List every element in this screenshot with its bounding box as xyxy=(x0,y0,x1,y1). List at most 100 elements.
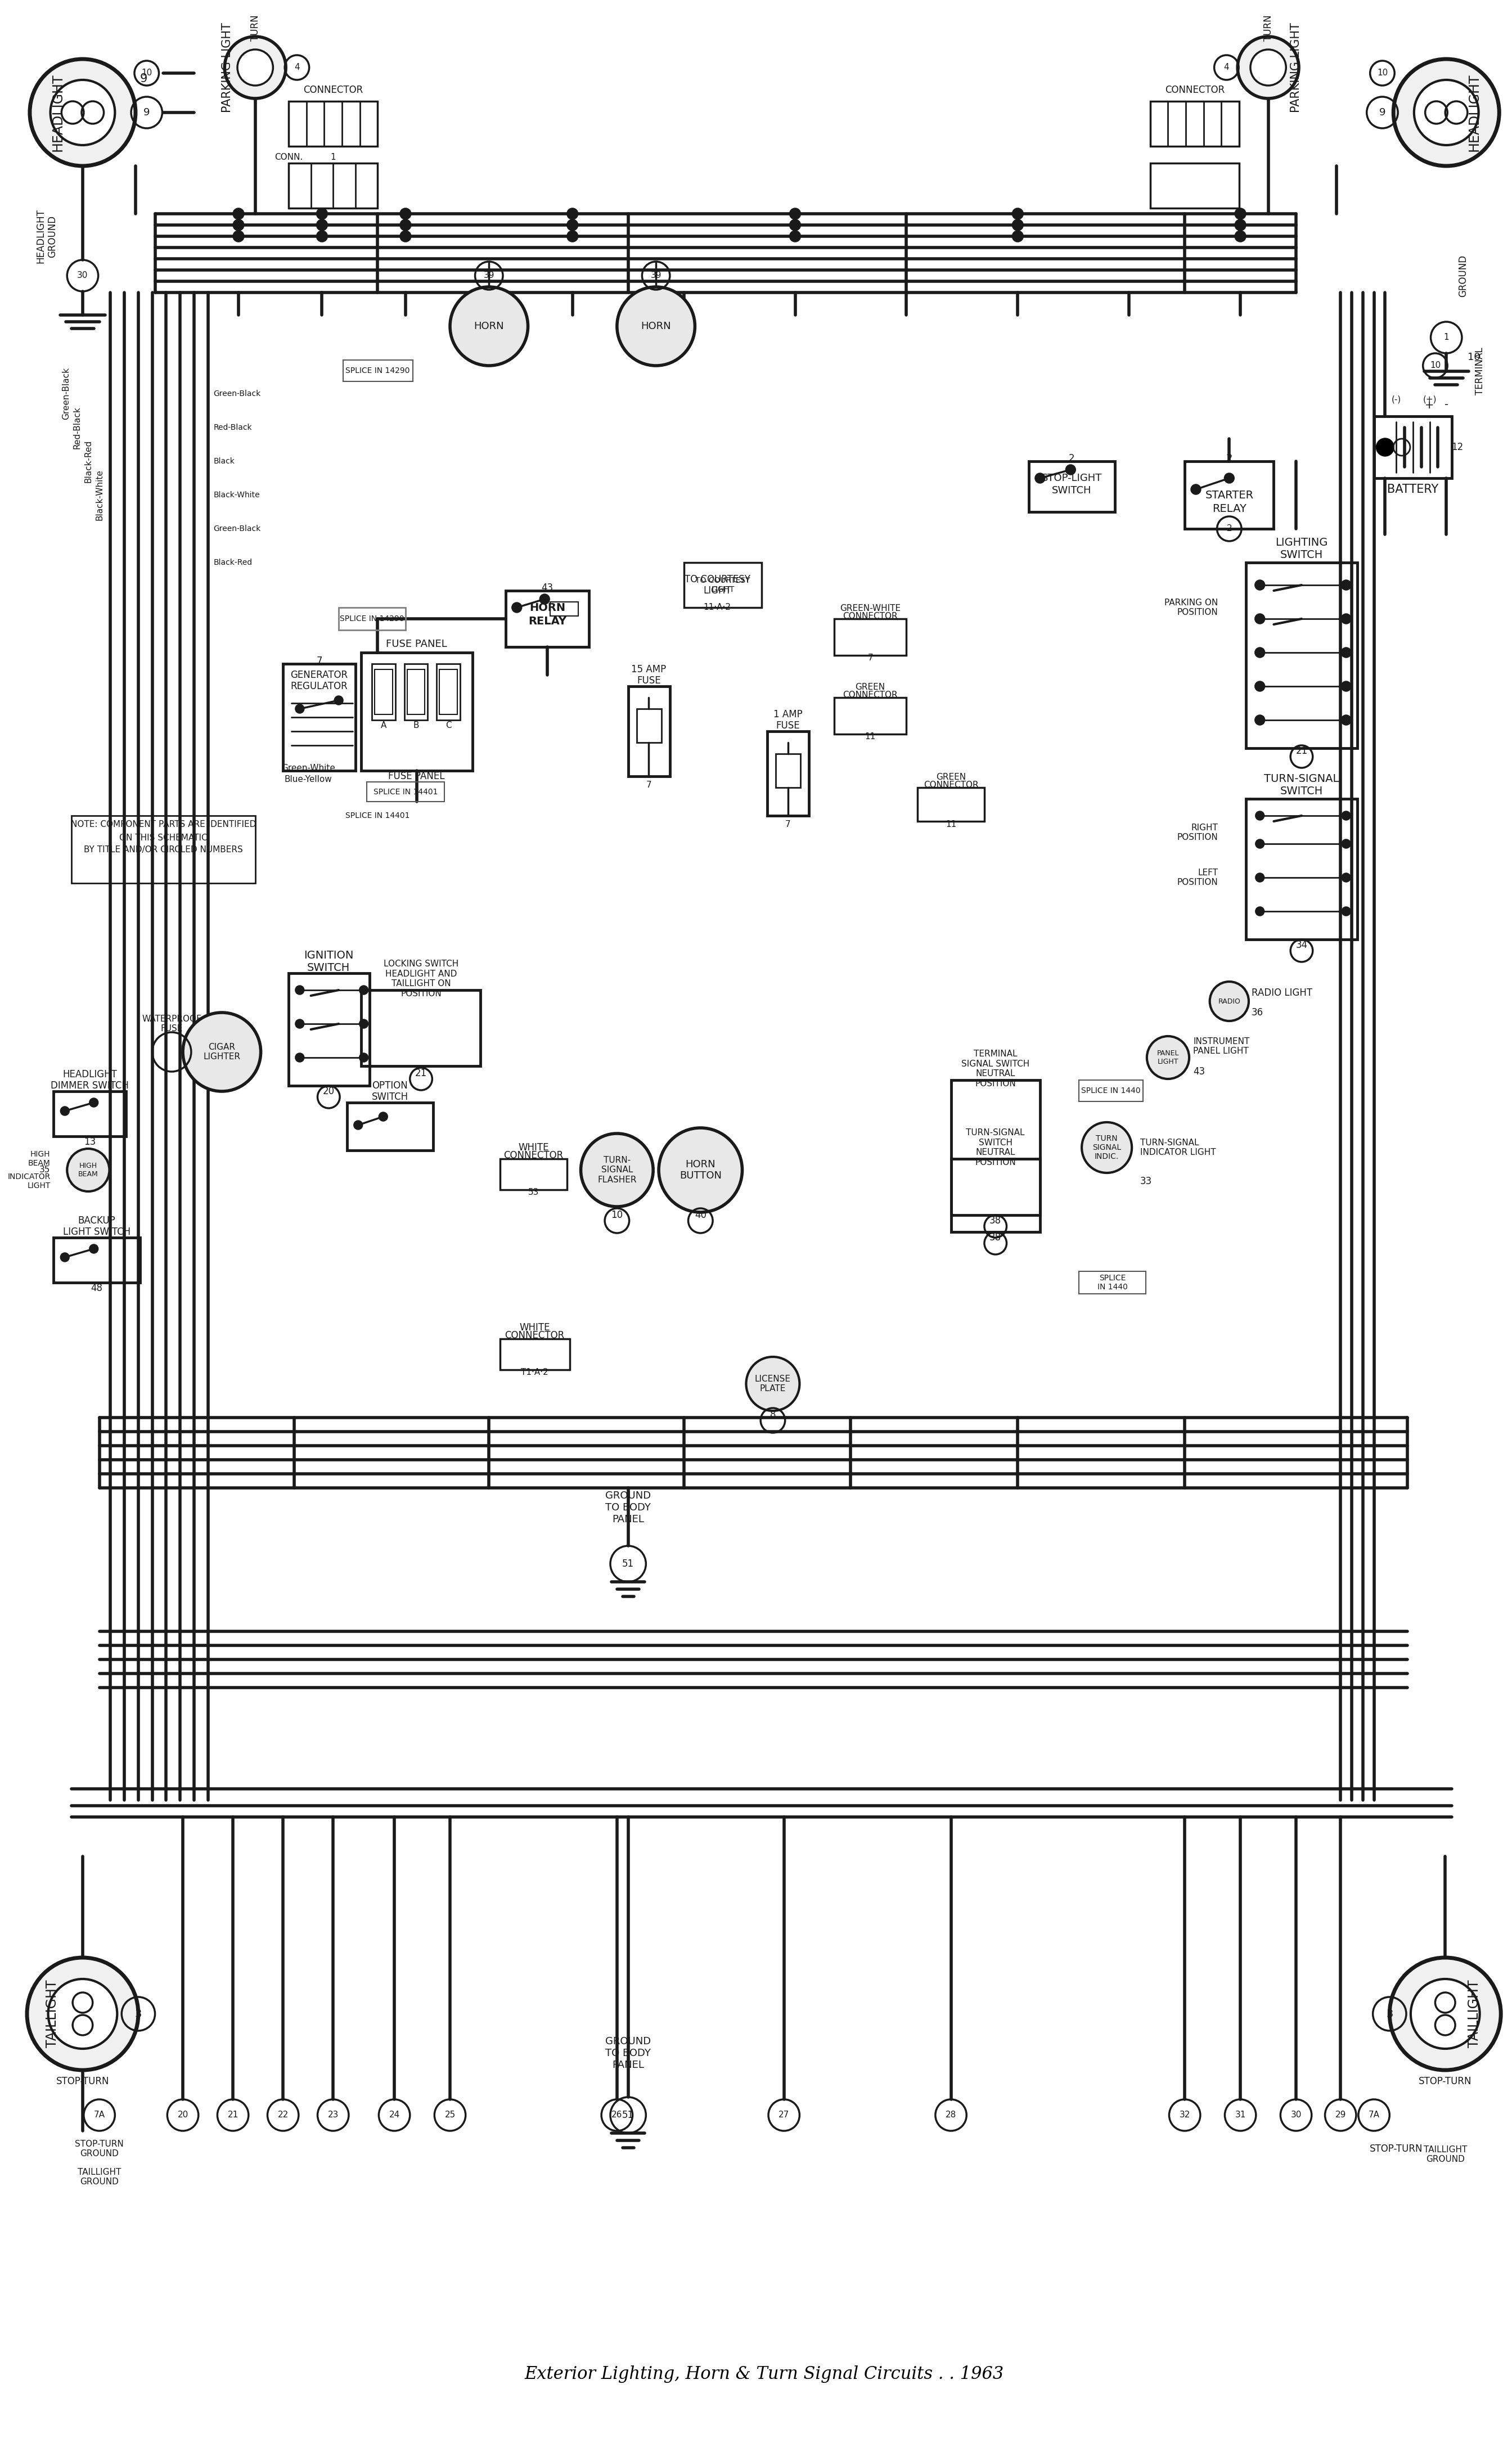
Text: STOP-LIGHT: STOP-LIGHT xyxy=(1042,472,1102,482)
Text: 43: 43 xyxy=(541,582,553,592)
Bar xyxy=(1246,798,1358,940)
Text: 39: 39 xyxy=(650,272,661,279)
Text: GENERATOR: GENERATOR xyxy=(290,670,348,680)
Text: 20: 20 xyxy=(322,1086,334,1096)
Text: 10: 10 xyxy=(1430,362,1441,369)
Text: 30: 30 xyxy=(1291,2112,1302,2119)
Text: INDICATOR
LIGHT: INDICATOR LIGHT xyxy=(8,1172,50,1189)
Text: 11: 11 xyxy=(865,732,875,741)
Text: TAILLIGHT: TAILLIGHT xyxy=(45,1980,59,2048)
Circle shape xyxy=(1148,1035,1188,1079)
Bar xyxy=(366,783,445,803)
Text: TAILLIGHT
GROUND: TAILLIGHT GROUND xyxy=(1423,2146,1467,2163)
Text: CONNECTOR: CONNECTOR xyxy=(503,1150,564,1160)
Circle shape xyxy=(1235,208,1246,218)
Circle shape xyxy=(1341,580,1350,590)
Text: CONNECTOR: CONNECTOR xyxy=(304,86,363,95)
Text: HEADLIGHT: HEADLIGHT xyxy=(1468,73,1480,152)
Text: SPLICE IN 14290: SPLICE IN 14290 xyxy=(345,367,410,374)
Bar xyxy=(627,685,670,776)
Text: 9: 9 xyxy=(141,73,148,83)
Text: 2: 2 xyxy=(1069,453,1075,462)
Text: Green-Black: Green-Black xyxy=(62,367,70,421)
Text: 15 AMP
FUSE: 15 AMP FUSE xyxy=(631,663,667,685)
Text: 21: 21 xyxy=(416,1069,426,1079)
Bar xyxy=(289,100,378,147)
Circle shape xyxy=(360,1055,367,1062)
Text: 36: 36 xyxy=(1252,1008,1264,1018)
Text: RELAY: RELAY xyxy=(1213,504,1246,514)
Text: BATTERY: BATTERY xyxy=(1388,485,1438,494)
Circle shape xyxy=(237,49,274,86)
Text: HEADLIGHT
GROUND: HEADLIGHT GROUND xyxy=(36,208,57,264)
Bar xyxy=(375,670,393,715)
Circle shape xyxy=(318,230,327,242)
Bar xyxy=(550,602,578,617)
Text: HORN
BUTTON: HORN BUTTON xyxy=(679,1160,721,1182)
Text: WHITE: WHITE xyxy=(519,1143,549,1153)
Bar xyxy=(1080,1079,1143,1101)
Text: RIGHT
POSITION: RIGHT POSITION xyxy=(1178,825,1219,842)
Bar xyxy=(918,788,984,822)
Text: 7: 7 xyxy=(316,656,322,666)
Text: TURN-SIGNAL
SWITCH
NEUTRAL
POSITION: TURN-SIGNAL SWITCH NEUTRAL POSITION xyxy=(966,1128,1025,1167)
Bar xyxy=(404,663,428,719)
Bar xyxy=(343,360,413,382)
Text: TAILLIGHT
GROUND: TAILLIGHT GROUND xyxy=(77,2168,121,2185)
Bar xyxy=(437,663,460,719)
Circle shape xyxy=(745,1356,800,1412)
Text: 2: 2 xyxy=(1226,524,1232,533)
Circle shape xyxy=(67,1148,109,1192)
Circle shape xyxy=(1390,1958,1501,2070)
Text: 39: 39 xyxy=(484,272,494,279)
Circle shape xyxy=(360,986,367,993)
Text: 31: 31 xyxy=(1235,2112,1246,2119)
Text: 11·A·2: 11·A·2 xyxy=(703,604,730,612)
Text: 9: 9 xyxy=(144,108,150,117)
Text: TURN: TURN xyxy=(1263,15,1273,42)
Text: 1: 1 xyxy=(1444,333,1448,343)
Text: 35: 35 xyxy=(39,1165,50,1175)
Circle shape xyxy=(1250,49,1287,86)
Text: 10: 10 xyxy=(1377,69,1388,78)
Text: 7: 7 xyxy=(785,820,791,830)
Text: (-): (-) xyxy=(1391,394,1402,404)
Circle shape xyxy=(1343,874,1350,881)
Text: +: + xyxy=(1424,399,1435,411)
Text: HEADLIGHT
DIMMER SWITCH: HEADLIGHT DIMMER SWITCH xyxy=(51,1069,129,1091)
Text: 48: 48 xyxy=(91,1282,103,1294)
Circle shape xyxy=(1013,208,1022,218)
Text: Green-White: Green-White xyxy=(281,763,336,773)
Text: STARTER: STARTER xyxy=(1205,489,1253,499)
Text: 7: 7 xyxy=(868,653,872,663)
Bar xyxy=(71,815,256,883)
Circle shape xyxy=(451,286,528,365)
Text: 29: 29 xyxy=(1335,2112,1346,2119)
Text: STOP-TURN: STOP-TURN xyxy=(56,2078,109,2087)
Text: TURN: TURN xyxy=(249,15,260,42)
Text: RADIO: RADIO xyxy=(1219,998,1240,1006)
Circle shape xyxy=(1343,908,1350,915)
Text: Red-Black: Red-Black xyxy=(213,423,253,431)
Circle shape xyxy=(513,602,522,612)
Text: CONNECTOR: CONNECTOR xyxy=(505,1331,564,1341)
Text: 9: 9 xyxy=(1379,108,1385,117)
Circle shape xyxy=(1341,614,1350,624)
Text: 26: 26 xyxy=(611,2112,623,2119)
Circle shape xyxy=(1036,475,1045,482)
Text: 34: 34 xyxy=(1296,940,1308,949)
Circle shape xyxy=(225,37,286,98)
Circle shape xyxy=(318,208,327,218)
Bar xyxy=(1151,100,1240,147)
Text: 7A: 7A xyxy=(94,2112,104,2119)
Text: STOP-TURN
GROUND: STOP-TURN GROUND xyxy=(76,2139,124,2158)
Text: 2: 2 xyxy=(1226,453,1232,462)
Circle shape xyxy=(1394,59,1500,166)
Text: Black-White: Black-White xyxy=(95,470,103,521)
Text: 28: 28 xyxy=(945,2112,957,2119)
Text: TERMINAL
SIGNAL SWITCH
NEUTRAL
POSITION: TERMINAL SIGNAL SWITCH NEUTRAL POSITION xyxy=(962,1050,1030,1089)
Text: SPLICE IN 14401: SPLICE IN 14401 xyxy=(373,788,437,795)
Text: 3: 3 xyxy=(1387,2009,1393,2019)
Text: TERMINAL: TERMINAL xyxy=(1474,347,1485,394)
Text: CONNECTOR: CONNECTOR xyxy=(842,612,898,622)
